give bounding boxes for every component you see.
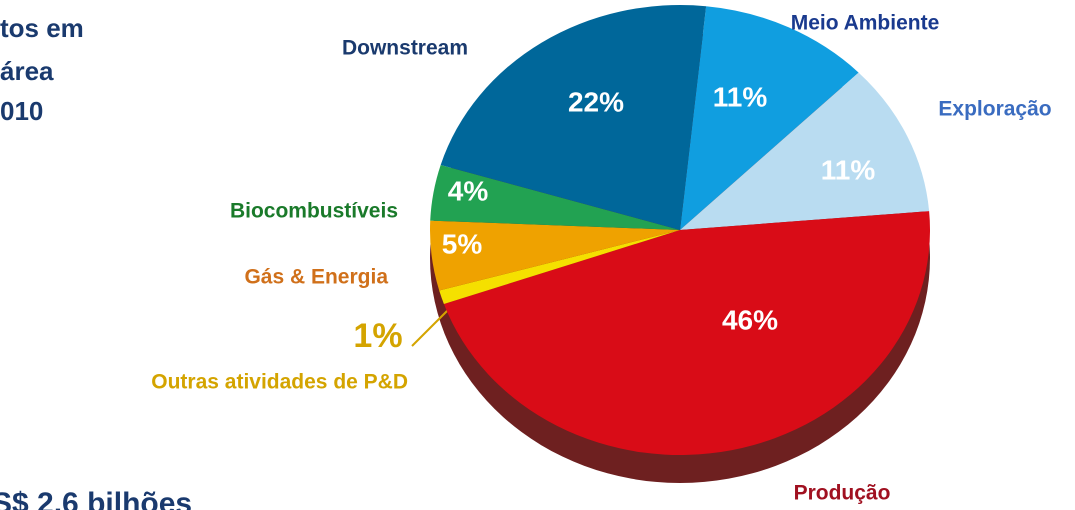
value-label: 11% [821, 154, 876, 185]
slice-name: Gás & Energia [244, 266, 388, 289]
pie-slice [443, 211, 931, 456]
value-label: 46% [722, 304, 778, 335]
slice-name: Outras atividades de P&D [151, 371, 408, 394]
slice-name: Exploração [938, 98, 1051, 121]
value-label: 22% [568, 86, 624, 117]
value-label: 5% [442, 228, 483, 259]
slice-name: Meio Ambiente [791, 12, 940, 35]
pie-slice [430, 220, 680, 291]
pie-slice [430, 164, 680, 230]
pie-slice [680, 72, 930, 230]
slice-name: Downstream [342, 37, 468, 60]
value-label: 11% [713, 81, 768, 112]
slice-name: Biocombustíveis [230, 200, 398, 223]
pie-slice [440, 5, 707, 230]
value-label: 1% [353, 317, 402, 355]
title-line: área [0, 56, 54, 86]
pie-slice [680, 6, 859, 230]
footnote: S$ 2,6 bilhões [0, 487, 192, 510]
pie-slice [439, 230, 680, 304]
title-line: tos em [0, 13, 84, 43]
slice-name: Produção [794, 482, 891, 505]
leader-line [411, 307, 451, 347]
title-line: 010 [0, 96, 43, 126]
value-label: 4% [448, 175, 489, 206]
